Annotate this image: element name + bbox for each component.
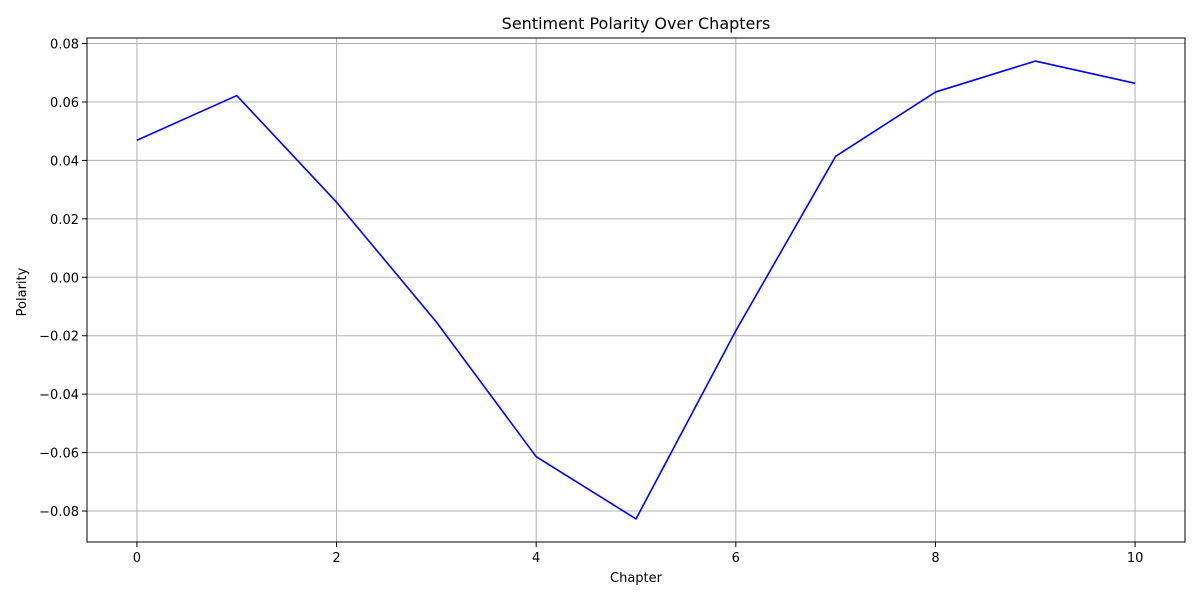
y-axis-label: Polarity	[15, 267, 30, 316]
x-tick-label: 4	[532, 551, 540, 566]
x-tick-label: 10	[1127, 551, 1144, 566]
y-tick-label: 0.00	[50, 271, 79, 286]
y-tick-label: −0.02	[39, 330, 79, 345]
x-tick-label: 8	[931, 551, 939, 566]
series-line	[136, 60, 1136, 520]
plot-frame	[86, 37, 1186, 543]
y-tick-label: −0.04	[39, 388, 79, 403]
grid-lines	[87, 38, 1185, 542]
chart-title: Sentiment Polarity Over Chapters	[502, 14, 771, 33]
y-tick-label: 0.06	[50, 96, 79, 111]
y-tick-label: −0.06	[39, 447, 79, 462]
y-tick-label: −0.08	[39, 505, 79, 520]
x-tick-label: 0	[133, 551, 141, 566]
x-tick-label: 2	[332, 551, 340, 566]
y-tick-label: 0.04	[50, 154, 79, 169]
x-axis: 0 2 4 6 8 10	[133, 542, 1144, 566]
x-tick-label: 6	[732, 551, 740, 566]
y-axis: −0.08 −0.06 −0.04 −0.02 0.00 0.02 0.04 0.06 0.08	[39, 38, 87, 520]
y-tick-label: 0.08	[50, 38, 79, 53]
x-axis-label: Chapter	[610, 571, 663, 586]
y-tick-label: 0.02	[50, 213, 79, 228]
series-layer	[136, 60, 1136, 520]
